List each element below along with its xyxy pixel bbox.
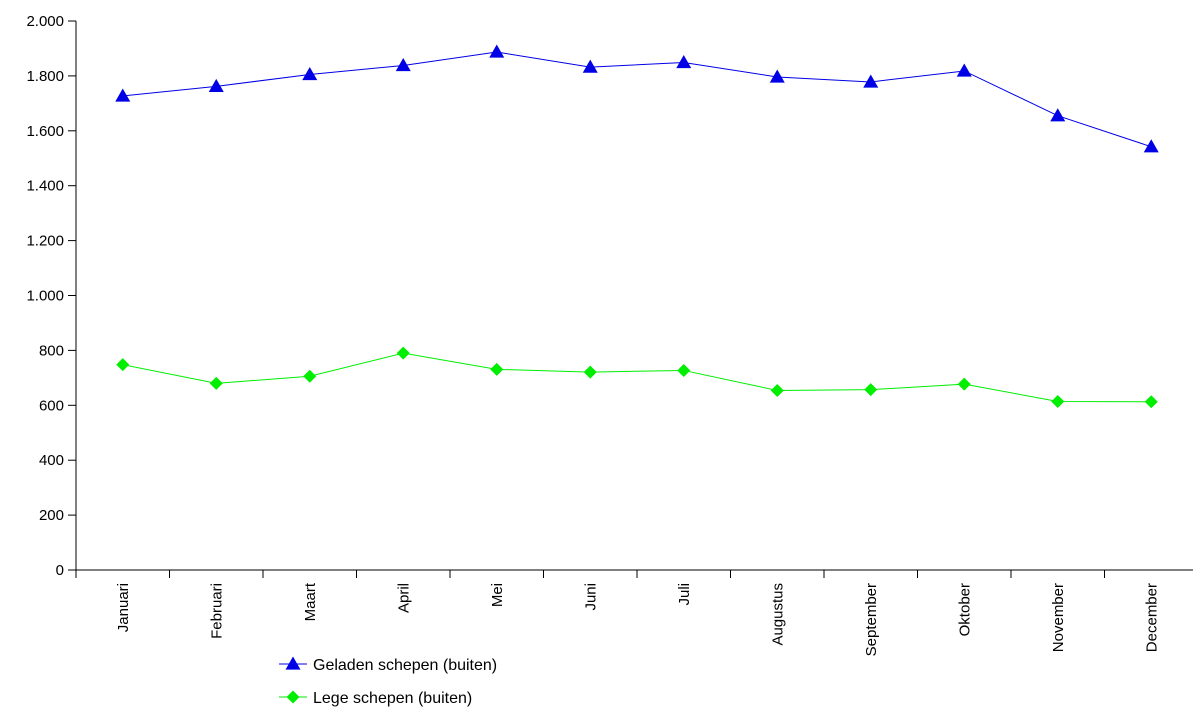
- data-point: [863, 74, 879, 88]
- data-point: [208, 78, 224, 92]
- y-tick-label: 800: [39, 342, 64, 359]
- y-tick-label: 0: [56, 562, 64, 579]
- data-point: [396, 346, 410, 360]
- y-tick-label: 1.200: [26, 233, 64, 250]
- y-axis-ticks: 0 200 400 600 800 1.000 1.200 1.400 1.600 1.800 2.…: [26, 13, 76, 579]
- x-tick-label: September: [863, 583, 880, 656]
- series-1: [115, 44, 1159, 153]
- y-tick-label: 2.000: [26, 13, 64, 30]
- x-tick-label: Mei: [489, 583, 506, 607]
- data-point: [116, 358, 130, 372]
- data-point: [395, 57, 411, 72]
- x-tick-label: April: [395, 583, 412, 613]
- data-point: [1051, 394, 1065, 408]
- data-point: [489, 44, 505, 58]
- data-point: [864, 383, 878, 397]
- data-point: [1143, 139, 1159, 153]
- legend-marker: [285, 656, 301, 670]
- legend-label: Geladen schepen (buiten): [313, 657, 497, 674]
- legend-marker: [286, 690, 300, 704]
- legend-item: Lege schepen (buiten): [279, 690, 472, 707]
- series-line: [122, 352, 1152, 403]
- data-point: [582, 59, 598, 73]
- axes: [75, 21, 1193, 571]
- y-tick-label: 1.000: [26, 288, 64, 305]
- y-tick-label: 200: [39, 507, 64, 524]
- data-point: [583, 365, 597, 379]
- y-tick-label: 600: [39, 397, 64, 414]
- series-layer: [115, 44, 1159, 409]
- legend: Geladen schepen (buiten) Lege schepen (bu…: [279, 656, 497, 707]
- legend-label: Lege schepen (buiten): [313, 690, 472, 707]
- data-point: [303, 369, 317, 383]
- data-point: [115, 88, 131, 102]
- x-tick-label: Augustus: [769, 583, 786, 646]
- data-point: [1144, 395, 1158, 409]
- x-tick-label: November: [1050, 583, 1067, 652]
- x-axis-ticks: Januari Februari Maart April Mei Juni Juli Augu…: [75, 570, 1160, 656]
- x-tick-label: December: [1143, 583, 1160, 652]
- y-tick-label: 1.800: [26, 68, 64, 85]
- data-point: [770, 383, 784, 397]
- x-tick-label: Juli: [676, 583, 693, 606]
- series-line: [122, 51, 1152, 148]
- data-point: [676, 54, 692, 69]
- data-point: [209, 376, 223, 390]
- data-point: [490, 362, 504, 376]
- legend-item: Geladen schepen (buiten): [279, 656, 497, 674]
- x-tick-label: Oktober: [956, 583, 973, 636]
- x-tick-label: Januari: [115, 583, 132, 632]
- x-tick-label: Juni: [582, 583, 599, 611]
- data-point: [677, 363, 691, 377]
- data-point: [302, 67, 318, 81]
- y-tick-label: 400: [39, 452, 64, 469]
- data-point: [1050, 108, 1066, 122]
- y-tick-label: 1.400: [26, 178, 64, 195]
- y-tick-label: 1.600: [26, 123, 64, 140]
- x-tick-label: Maart: [302, 582, 319, 621]
- data-point: [957, 377, 971, 391]
- data-point: [956, 63, 972, 77]
- series-2: [116, 346, 1158, 409]
- data-point: [769, 69, 785, 83]
- x-tick-label: Februari: [208, 583, 225, 639]
